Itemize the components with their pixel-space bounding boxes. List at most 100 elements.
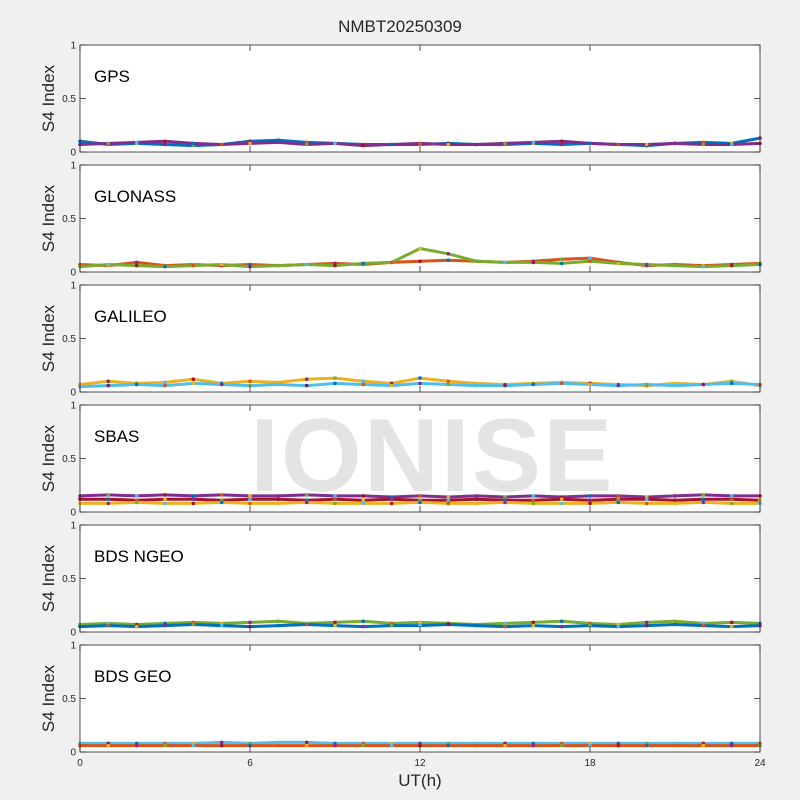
y-tick-label: 0.5 xyxy=(62,454,76,465)
y-axis-label: S4 Index xyxy=(39,304,58,372)
y-tick-label: 0 xyxy=(70,748,76,759)
y-axis-label: S4 Index xyxy=(39,424,58,492)
data-point xyxy=(333,376,337,380)
data-point xyxy=(248,379,252,384)
y-tick-label: 0 xyxy=(70,508,76,519)
y-tick-label: 1 xyxy=(70,41,76,52)
data-point xyxy=(474,623,479,628)
data-point xyxy=(304,500,309,505)
data-point xyxy=(559,261,564,266)
data-point xyxy=(446,743,451,748)
data-point xyxy=(616,261,621,266)
data-point xyxy=(304,262,309,267)
data-point xyxy=(559,501,564,506)
data-point xyxy=(531,498,536,503)
data-point xyxy=(333,494,337,498)
data-point xyxy=(644,262,649,267)
data-point xyxy=(673,498,677,503)
data-point xyxy=(389,497,394,502)
data-point xyxy=(418,246,422,251)
data-point xyxy=(134,494,139,498)
data-point xyxy=(729,142,734,147)
data-point xyxy=(333,620,337,625)
data-point xyxy=(701,623,706,628)
data-point xyxy=(503,743,507,748)
data-point xyxy=(219,493,224,497)
data-point xyxy=(531,743,536,748)
data-point xyxy=(588,494,592,498)
data-point xyxy=(531,140,536,145)
data-point xyxy=(134,624,139,629)
data-point xyxy=(191,381,196,386)
data-point xyxy=(418,620,422,625)
data-point xyxy=(276,497,281,502)
data-point xyxy=(673,263,677,268)
data-point xyxy=(191,622,196,627)
data-point xyxy=(106,623,111,628)
data-point xyxy=(248,743,252,748)
data-point xyxy=(616,624,621,629)
data-point xyxy=(163,743,167,748)
data-point xyxy=(729,381,734,386)
data-point xyxy=(673,141,677,146)
data-point xyxy=(163,142,167,147)
data-point xyxy=(191,494,196,498)
data-point xyxy=(531,501,536,506)
data-point xyxy=(503,260,507,265)
data-point xyxy=(191,263,196,268)
data-point xyxy=(729,501,734,506)
data-point xyxy=(588,141,592,146)
data-point xyxy=(389,743,394,748)
y-tick-label: 1 xyxy=(70,641,76,652)
data-point xyxy=(134,263,139,268)
data-point xyxy=(588,501,592,506)
data-point xyxy=(503,141,507,146)
data-point xyxy=(588,382,592,387)
data-point xyxy=(588,259,592,264)
data-point xyxy=(474,142,479,147)
data-point xyxy=(701,264,706,269)
data-point xyxy=(304,740,309,745)
data-point xyxy=(361,494,366,498)
data-point xyxy=(531,382,536,387)
figure-title: NMBT20250309 xyxy=(338,17,462,36)
data-point xyxy=(134,140,139,145)
data-point xyxy=(219,740,224,745)
data-point xyxy=(219,382,224,387)
y-axis-label: S4 Index xyxy=(39,184,58,252)
panel-label: BDS NGEO xyxy=(94,547,184,566)
y-tick-label: 0 xyxy=(70,268,76,279)
y-tick-label: 0 xyxy=(70,388,76,399)
data-point xyxy=(248,383,252,388)
y-tick-label: 0.5 xyxy=(62,94,76,105)
data-point xyxy=(276,619,281,624)
data-point xyxy=(673,494,677,498)
y-tick-label: 0.5 xyxy=(62,214,76,225)
data-point xyxy=(163,264,167,269)
data-point xyxy=(361,624,366,629)
data-point xyxy=(276,494,281,498)
data-point xyxy=(474,501,479,506)
y-tick-label: 1 xyxy=(70,161,76,172)
data-point xyxy=(446,252,451,256)
data-point xyxy=(389,623,394,628)
data-point xyxy=(276,623,281,628)
y-tick-label: 1 xyxy=(70,401,76,412)
data-point xyxy=(729,494,734,498)
data-point xyxy=(361,743,366,748)
data-point xyxy=(361,498,366,503)
data-point xyxy=(163,623,167,628)
data-point xyxy=(418,743,422,748)
data-point xyxy=(163,501,167,506)
data-point xyxy=(418,623,422,628)
data-point xyxy=(446,501,451,506)
y-tick-label: 0 xyxy=(70,628,76,639)
data-point xyxy=(503,624,507,629)
data-point xyxy=(503,495,507,499)
data-point xyxy=(644,501,649,506)
data-point xyxy=(361,379,366,384)
data-point xyxy=(134,260,139,265)
data-point xyxy=(418,500,422,505)
data-point xyxy=(559,619,564,624)
data-point xyxy=(729,624,734,629)
